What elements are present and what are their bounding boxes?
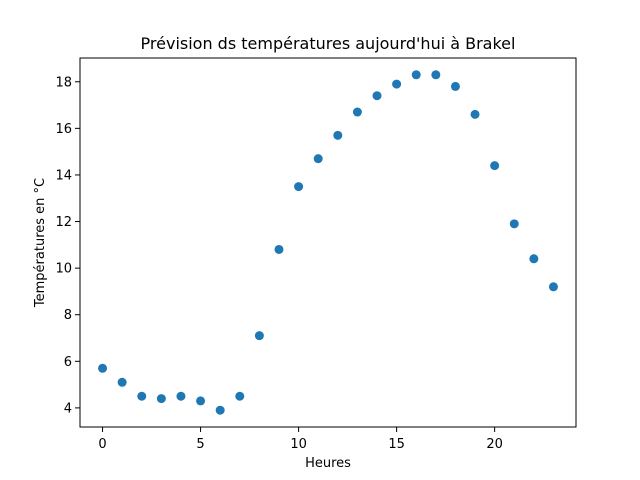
data-point (235, 391, 245, 401)
x-axis-label: Heures (305, 456, 351, 471)
x-tick-label: 0 (98, 437, 106, 452)
x-tick-label: 15 (388, 437, 405, 452)
plot-area (98, 70, 558, 415)
data-point (274, 244, 284, 254)
x-tick-label: 10 (290, 437, 307, 452)
y-tick-label: 18 (55, 75, 72, 90)
data-point (98, 363, 108, 373)
y-tick-label: 10 (55, 262, 72, 277)
data-point (215, 405, 225, 415)
data-point (411, 70, 421, 80)
y-axis: 4 6 8 10 12 14 16 18 (55, 75, 80, 416)
data-point (509, 219, 519, 229)
data-point (294, 182, 304, 192)
data-point (431, 70, 441, 80)
x-tick-label: 5 (196, 437, 204, 452)
data-point (392, 79, 402, 89)
x-axis: 0 5 10 15 20 (98, 427, 503, 452)
data-point (313, 154, 323, 164)
data-point (450, 81, 460, 91)
data-point (196, 396, 206, 406)
chart-title: Prévision ds températures aujourd'hui à … (141, 34, 516, 53)
y-tick-label: 6 (64, 355, 72, 370)
data-point (117, 377, 127, 387)
y-tick-label: 12 (55, 215, 72, 230)
data-point (333, 130, 343, 140)
data-point (372, 91, 382, 101)
data-point (176, 391, 186, 401)
data-point (490, 161, 500, 171)
y-tick-label: 4 (64, 401, 72, 416)
data-point (137, 391, 147, 401)
y-axis-label: Températures en °C (33, 178, 48, 308)
data-point (254, 331, 264, 341)
plot-frame (79, 57, 577, 428)
data-point (352, 107, 362, 117)
x-tick-label: 20 (486, 437, 503, 452)
y-tick-label: 8 (64, 308, 72, 323)
data-point (529, 254, 539, 264)
data-point (548, 282, 558, 292)
y-tick-label: 14 (55, 168, 72, 183)
data-point (470, 109, 480, 119)
y-tick-label: 16 (55, 122, 72, 137)
data-point (156, 394, 166, 404)
